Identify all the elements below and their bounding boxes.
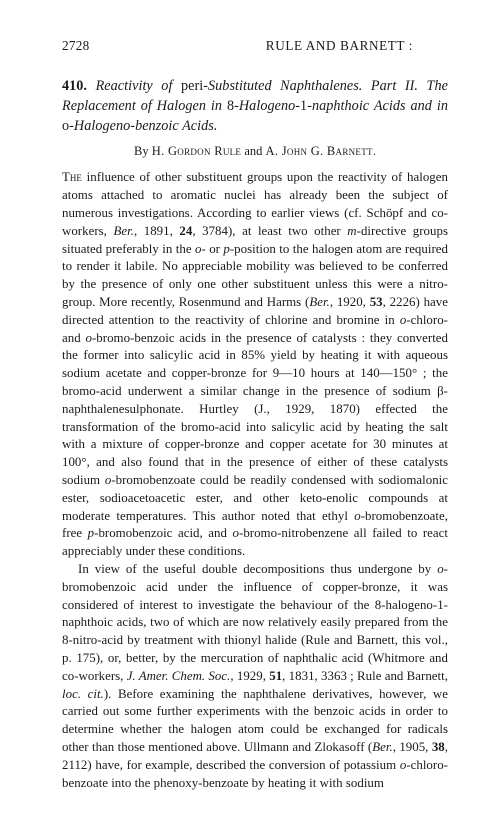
p1-d: , 1891,	[134, 224, 179, 238]
p2-k: , 1905,	[393, 740, 432, 754]
p1-vol24: 24	[179, 224, 192, 238]
byline: By H. Gordon Rule and A. John G. Barnett…	[62, 144, 448, 159]
running-header: 2728 RULE AND BARNETT :	[62, 38, 448, 54]
p2-vol38: 38	[432, 740, 445, 754]
title-peri: peri	[181, 78, 203, 94]
p1-m: m	[347, 224, 356, 238]
byline-prefix: By	[134, 144, 152, 158]
title-part-1a: Reactivity of	[96, 78, 181, 94]
p1-j: - or	[201, 242, 223, 256]
p2-e: , 1929,	[230, 669, 269, 683]
p2-c: -bromobenzoic acid under the influence o…	[62, 562, 448, 683]
title-8: 8-	[227, 98, 239, 114]
p1-z: -bromobenzoic acid, and	[94, 526, 232, 540]
article-title: 410. Reactivity of peri-Substituted Naph…	[62, 76, 448, 136]
page-container: 2728 RULE AND BARNETT : 410. Reactivity …	[0, 0, 500, 822]
p1-n: , 1920,	[330, 295, 370, 309]
body-text: The influence of other substituent group…	[62, 169, 448, 792]
p1-ber2: Ber.	[309, 295, 330, 309]
p2-jacs: J. Amer. Chem. Soc.	[127, 669, 231, 683]
p1-t: -bromo-benzoic acids in the presence of …	[62, 331, 448, 487]
paragraph-2: In view of the useful double decompositi…	[62, 561, 448, 792]
p2-g: , 1831, 3363 ; Rule and Barnett,	[282, 669, 448, 683]
p1-lead: The	[62, 170, 82, 184]
title-part-3a: Halogeno-	[239, 98, 300, 114]
p1-ber1: Ber.	[113, 224, 134, 238]
paragraph-1: The influence of other substituent group…	[62, 169, 448, 561]
p1-vol53: 53	[370, 295, 383, 309]
title-part-3e: -Halogeno-	[69, 118, 135, 134]
p2-ber3: Ber.	[372, 740, 393, 754]
title-part-3c: -naphthoic Acids and in	[307, 98, 448, 114]
page-number: 2728	[62, 38, 90, 54]
p2-loccit: loc. cit.	[62, 687, 104, 701]
title-part-1c: -Substituted Naphthalenes.	[203, 78, 362, 94]
p1-f: , 3784), at least two other	[192, 224, 347, 238]
title-part-4: benzoic Acids.	[135, 118, 217, 134]
byline-suffix: .	[373, 144, 376, 158]
p2-vol51: 51	[269, 669, 282, 683]
article-number: 410.	[62, 78, 87, 94]
author-2: A. John G. Barnett	[266, 144, 373, 158]
p2-a: In view of the useful double decompositi…	[78, 562, 437, 576]
byline-and: and	[241, 144, 265, 158]
author-1: H. Gordon Rule	[152, 144, 241, 158]
header-authors: RULE AND BARNETT :	[266, 38, 413, 54]
